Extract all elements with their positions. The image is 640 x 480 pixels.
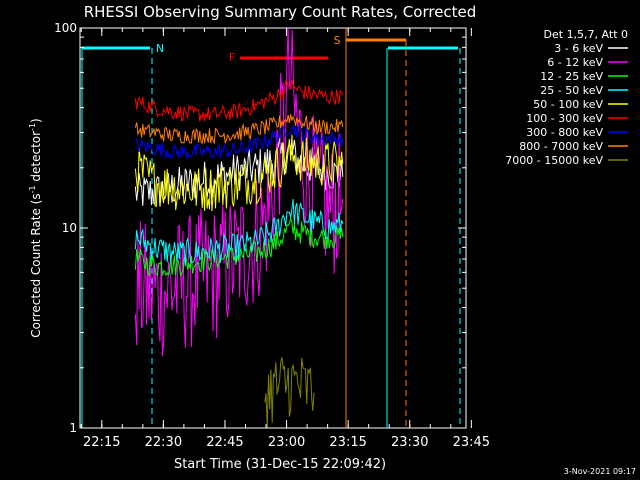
series-line — [264, 357, 315, 428]
series-line — [134, 114, 344, 145]
legend-label: 7000 - 15000 keV — [505, 154, 603, 167]
footer-timestamp: 3-Nov-2021 09:17 — [564, 467, 636, 476]
chart-title: RHESSI Observing Summary Count Rates, Co… — [84, 3, 477, 21]
legend-label: 50 - 100 keV — [533, 98, 603, 111]
series-line — [134, 198, 344, 267]
y-ticks: 1 10 100 — [54, 21, 466, 435]
x-axis-label: Start Time (31-Dec-15 22:09:42) — [174, 457, 386, 472]
annotation-n: N — [156, 42, 164, 55]
x-tick-label: 22:30 — [145, 435, 182, 450]
series-line — [134, 216, 344, 277]
x-tick-label: 23:15 — [329, 435, 366, 450]
legend-label: 25 - 50 keV — [540, 84, 603, 97]
x-tick-label: 23:00 — [268, 435, 305, 450]
y-axis-label: Corrected Count Rate (s-1 detector-1) — [28, 118, 43, 337]
series-line — [135, 123, 344, 160]
annotation-lines: N F S — [81, 28, 461, 428]
x-tick-label: 23:30 — [391, 435, 428, 450]
series-group — [134, 27, 344, 428]
legend-label: 12 - 25 keV — [540, 70, 603, 83]
y-tick-label: 100 — [54, 21, 77, 35]
legend-label: 300 - 800 keV — [526, 126, 603, 139]
series-line — [134, 80, 344, 122]
legend-title: Det 1,5,7, Att 0 — [544, 28, 628, 41]
legend-label: 3 - 6 keV — [554, 42, 603, 55]
legend-label: 100 - 300 keV — [526, 112, 603, 125]
legend-label: 800 - 7000 keV — [519, 140, 603, 153]
x-ticks: 22:15 22:30 22:45 23:00 23:15 23:30 23:45 — [80, 28, 490, 450]
annotation-s: S — [334, 34, 341, 47]
annotation-f: F — [229, 51, 235, 64]
x-tick-label: 22:45 — [206, 435, 243, 450]
series-line — [134, 134, 344, 212]
series-line — [134, 27, 344, 357]
y-tick-label: 10 — [62, 221, 77, 235]
x-tick-label: 22:15 — [83, 435, 120, 450]
legend-label: 6 - 12 keV — [547, 56, 603, 69]
y-tick-label: 1 — [69, 421, 77, 435]
x-tick-label: 23:45 — [453, 435, 490, 450]
